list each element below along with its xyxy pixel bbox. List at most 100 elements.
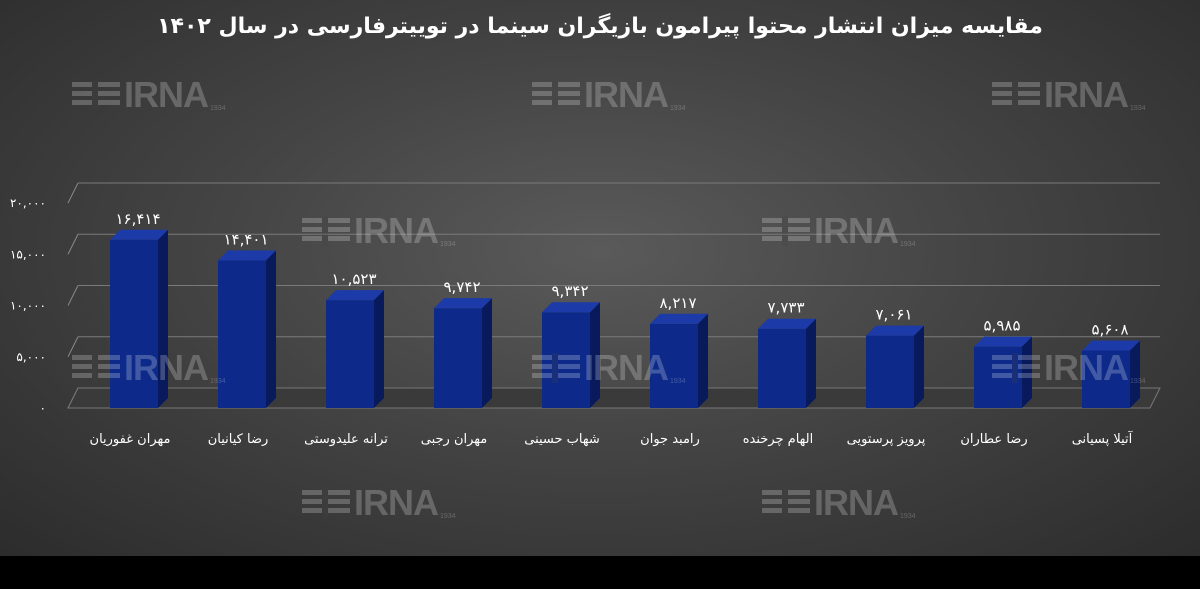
category-label: شهاب حسینی (524, 432, 600, 447)
bar-side (1130, 340, 1140, 408)
category-label: مهران رجبی (421, 432, 488, 447)
data-label: ۸,۲۱۷ (660, 294, 697, 312)
category-label: آتیلا پسیانی (1072, 430, 1134, 447)
watermark-text: IRNA (584, 74, 669, 115)
irna-logo-icon (762, 488, 810, 518)
category-label: پرویز پرستویی (847, 432, 926, 447)
watermark-year: 1934 (440, 241, 456, 248)
watermark-year: 1934 (210, 378, 226, 385)
data-label: ۱۶,۴۱۴ (115, 210, 160, 228)
bar-side (266, 250, 276, 408)
watermark-year: 1934 (670, 378, 686, 385)
bar (974, 346, 1022, 408)
irna-logo-icon (532, 353, 580, 383)
bar (542, 312, 590, 408)
watermark-text: IRNA (354, 482, 439, 523)
watermark-year: 1934 (210, 105, 226, 112)
bar-top (650, 313, 708, 324)
irna-watermark: IRNA 1934 (532, 347, 686, 389)
bar (1082, 350, 1130, 408)
gridline-slant (67, 234, 79, 255)
gridline-slant (67, 285, 79, 306)
bar (650, 323, 698, 408)
bar-side (1022, 336, 1032, 408)
y-tick-label: ۱۰,۰۰۰ (10, 299, 46, 313)
bar-side (698, 313, 708, 408)
irna-logo-icon (302, 488, 350, 518)
category-label: مهران غفوریان (90, 432, 171, 447)
irna-watermark: IRNA 1934 (992, 74, 1146, 116)
irna-watermark: IRNA 1934 (762, 482, 916, 524)
bar-side (806, 318, 816, 408)
y-tick-label: ۲۰,۰۰۰ (10, 196, 46, 210)
irna-logo-icon (992, 353, 1040, 383)
bar-top (1082, 340, 1140, 351)
watermark-text: IRNA (124, 347, 209, 388)
bar (110, 239, 158, 408)
data-label: ۱۴,۴۰۱ (223, 230, 268, 248)
irna-logo-icon (72, 80, 120, 110)
bar-side (374, 290, 384, 408)
y-tick-label: ۰ (40, 401, 46, 415)
data-label: ۷,۷۳۳ (768, 299, 805, 317)
chart-panel: مقایسه میزان انتشار محتوا پیرامون بازیگر… (0, 0, 1200, 556)
data-label: ۱۰,۵۲۳ (331, 270, 376, 288)
data-label: ۹,۳۴۲ (552, 282, 589, 300)
watermark-year: 1934 (1130, 105, 1146, 112)
bar-side (158, 229, 168, 408)
bar-top (434, 298, 492, 309)
irna-logo-icon (72, 353, 120, 383)
category-label: ترانه علیدوستی (304, 432, 388, 447)
watermark-year: 1934 (440, 513, 456, 520)
bar-side (590, 302, 600, 408)
bar (758, 328, 806, 408)
irna-watermark: IRNA 1934 (992, 347, 1146, 389)
watermark-text: IRNA (814, 210, 899, 251)
bar-top (110, 229, 168, 240)
irna-watermark: IRNA 1934 (72, 74, 226, 116)
watermark-year: 1934 (1130, 378, 1146, 385)
data-label: ۹,۷۴۲ (444, 278, 481, 296)
irna-logo-icon (532, 80, 580, 110)
bar-top (758, 318, 816, 329)
watermark-text: IRNA (1044, 347, 1129, 388)
data-label: ۵,۶۰۸ (1092, 321, 1129, 339)
irna-logo-icon (762, 216, 810, 246)
irna-watermark: IRNA 1934 (762, 210, 916, 252)
irna-watermark: IRNA 1934 (532, 74, 686, 116)
watermark-text: IRNA (354, 210, 439, 251)
bar-top (866, 325, 924, 336)
watermark-text: IRNA (124, 74, 209, 115)
bar (218, 260, 266, 408)
bar-top (974, 336, 1032, 347)
bar-chart: ۰ ۵,۰۰۰ ۱۰,۰۰۰ ۱۵,۰۰۰ ۲۰,۰۰۰ ۱۶,۴۱۴ مهران غفور… (10, 182, 1161, 447)
irna-watermark: IRNA 1934 (302, 210, 456, 252)
bar (326, 300, 374, 408)
bar (866, 335, 914, 408)
gridline-slant (67, 182, 79, 204)
bar-top (542, 302, 600, 313)
y-tick-label: ۱۵,۰۰۰ (10, 247, 46, 261)
irna-logo-icon (302, 216, 350, 246)
category-label: الهام چرخنده (743, 432, 814, 447)
watermark-year: 1934 (900, 513, 916, 520)
bar-top (326, 290, 384, 301)
data-label: ۵,۹۸۵ (984, 317, 1021, 335)
data-label: ۷,۰۶۱ (876, 306, 913, 324)
gridline-slant (67, 336, 79, 357)
bar-side (914, 325, 924, 408)
watermark-year: 1934 (900, 241, 916, 248)
watermark-text: IRNA (814, 482, 899, 523)
y-tick-label: ۵,۰۰۰ (16, 350, 46, 364)
category-label: رامبد جوان (640, 432, 700, 447)
category-label: رضا کیانیان (208, 432, 269, 447)
irna-logo-icon (992, 80, 1040, 110)
irna-watermark: IRNA 1934 (72, 347, 226, 389)
irna-watermark: IRNA 1934 (302, 482, 456, 524)
watermark-text: IRNA (1044, 74, 1129, 115)
bar-side (482, 298, 492, 408)
category-label: رضا عطاران (960, 432, 1027, 447)
bar (434, 308, 482, 408)
chart-title: مقایسه میزان انتشار محتوا پیرامون بازیگر… (157, 14, 1043, 39)
watermark-text: IRNA (584, 347, 669, 388)
